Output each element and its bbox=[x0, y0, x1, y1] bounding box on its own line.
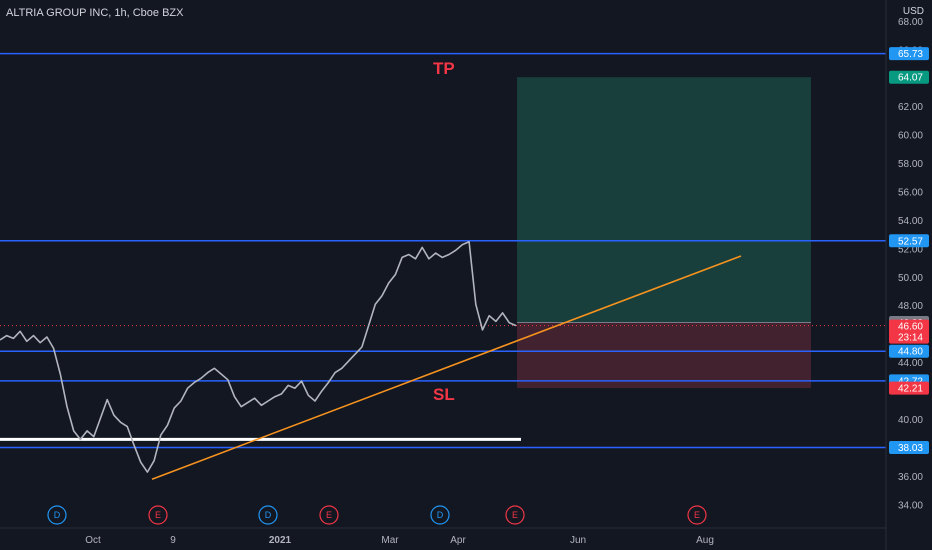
last-price-label: 46.60 bbox=[898, 322, 923, 333]
price-tick-label: 52.00 bbox=[898, 244, 923, 255]
time-tick-label: Oct bbox=[85, 535, 101, 546]
dividend-marker-letter: D bbox=[54, 510, 61, 520]
time-tick-label: Apr bbox=[450, 535, 466, 546]
dividend-marker-circle bbox=[47, 505, 67, 525]
dividend-marker-letter: D bbox=[437, 510, 444, 520]
trendline[interactable] bbox=[151, 255, 742, 480]
time-tick-label: Mar bbox=[381, 535, 399, 546]
price-tick-label: 40.00 bbox=[898, 415, 923, 426]
price-tick-label: 36.00 bbox=[898, 472, 923, 483]
level-52-57-tag-label: 52.57 bbox=[898, 236, 923, 247]
stop-loss-tag-label: 42.21 bbox=[898, 384, 923, 395]
price-tick-label: 58.00 bbox=[898, 159, 923, 170]
dividend-marker-circle bbox=[430, 505, 450, 525]
dividend-marker-circle bbox=[258, 505, 278, 525]
level-38-03-tag[interactable] bbox=[889, 441, 929, 455]
dividend-marker-letter: D bbox=[265, 510, 272, 520]
dividend-marker[interactable]: D bbox=[430, 505, 450, 525]
last-price-tag[interactable] bbox=[889, 319, 929, 344]
price-tick-label: 34.00 bbox=[898, 500, 923, 511]
earnings-marker-circle bbox=[687, 505, 707, 525]
profit-target-zone[interactable] bbox=[517, 77, 811, 323]
price-tick-label: 56.00 bbox=[898, 187, 923, 198]
level-44-80-tag-label: 44.80 bbox=[898, 347, 923, 358]
price-tick-label: 62.00 bbox=[898, 102, 923, 113]
level-52-57-tag[interactable] bbox=[889, 234, 929, 248]
currency-label: USD bbox=[902, 6, 924, 17]
earnings-marker[interactable]: E bbox=[687, 505, 707, 525]
time-tick-label: Aug bbox=[696, 535, 714, 546]
time-axis[interactable]: Oct 9 2021 Mar Apr Jun Aug bbox=[85, 535, 714, 546]
take-profit-tag-label: 64.07 bbox=[898, 73, 923, 84]
earnings-marker-circle bbox=[148, 505, 168, 525]
earnings-marker-letter: E bbox=[326, 510, 332, 520]
time-tick-label: 2021 bbox=[269, 535, 292, 546]
tp-label: TP bbox=[433, 59, 455, 78]
sl-label: SL bbox=[433, 385, 455, 404]
price-tick-label: 60.00 bbox=[898, 131, 923, 142]
stop-loss-tag[interactable] bbox=[889, 381, 929, 395]
level-65-73-tag-label: 65.73 bbox=[898, 49, 923, 60]
time-tick-label: Jun bbox=[570, 535, 586, 546]
price-tick-label: 54.00 bbox=[898, 216, 923, 227]
dividend-marker[interactable]: D bbox=[258, 505, 278, 525]
level-38-03-tag-label: 38.03 bbox=[898, 443, 923, 454]
price-tick-label: 48.00 bbox=[898, 301, 923, 312]
earnings-marker[interactable]: E bbox=[505, 505, 525, 525]
earnings-marker[interactable]: E bbox=[148, 505, 168, 525]
chart-symbol-title[interactable]: ALTRIA GROUP INC, 1h, Cboe BZX bbox=[6, 7, 184, 19]
time-tick-label: 9 bbox=[170, 535, 176, 546]
earnings-marker-letter: E bbox=[694, 510, 700, 520]
earnings-marker[interactable]: E bbox=[319, 505, 339, 525]
take-profit-tag[interactable] bbox=[889, 70, 929, 84]
earnings-marker-circle bbox=[505, 505, 525, 525]
stop-loss-zone[interactable] bbox=[517, 322, 811, 389]
bar-countdown: 23:14 bbox=[898, 333, 923, 344]
price-tick-label: 68.00 bbox=[898, 17, 923, 28]
level-65-73-tag[interactable] bbox=[889, 47, 929, 61]
price-series[interactable] bbox=[0, 241, 517, 473]
earnings-marker-letter: E bbox=[512, 510, 518, 520]
earnings-marker-letter: E bbox=[155, 510, 161, 520]
dividend-marker[interactable]: D bbox=[47, 505, 67, 525]
price-tick-label: 44.00 bbox=[898, 358, 923, 369]
earnings-marker-circle bbox=[319, 505, 339, 525]
level-44-80-tag[interactable] bbox=[889, 344, 929, 358]
price-tick-label: 50.00 bbox=[898, 273, 923, 284]
